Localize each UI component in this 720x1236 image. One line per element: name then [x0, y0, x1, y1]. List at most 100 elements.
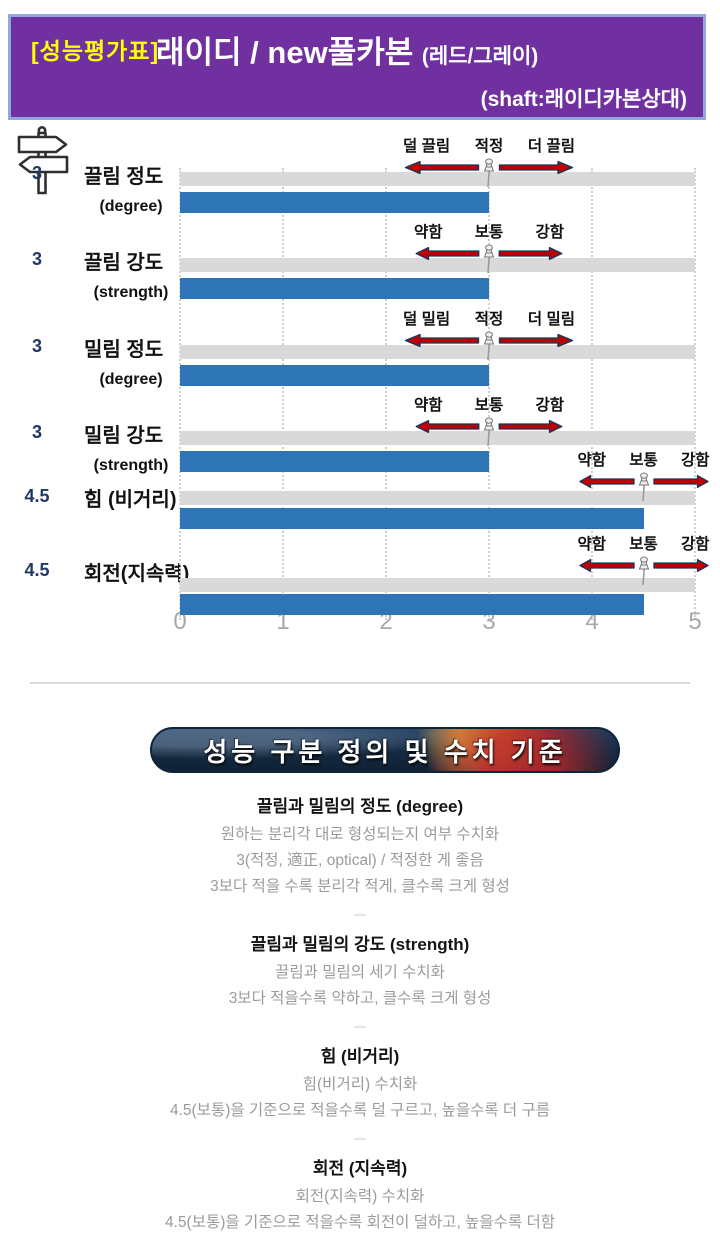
- definition-line: 힘(비거리) 수치화: [302, 1076, 418, 1093]
- annotation-center-label: 보통: [474, 397, 504, 414]
- annotation-right-label: 더 밀림: [527, 311, 575, 328]
- annotation-right-label: 강함: [680, 536, 710, 553]
- section-divider: [30, 682, 690, 684]
- row-label: 밀림 정도: [84, 339, 164, 361]
- row-value: 4.5: [24, 486, 50, 506]
- row-label: 끌림 정도: [84, 166, 164, 188]
- row-value: 3: [31, 336, 42, 356]
- gridline: [488, 168, 490, 620]
- page-title-colorway: (레드/그레이): [421, 45, 539, 68]
- annotation-right-label: 더 끌림: [527, 138, 575, 155]
- annotation-center-label: 보통: [629, 452, 658, 469]
- pushpin-icon: [481, 417, 497, 447]
- gridline: [385, 168, 387, 620]
- pushpin-icon: [636, 472, 652, 502]
- annotation-left-label: 약함: [414, 224, 443, 241]
- arrow-left-icon: [415, 419, 480, 433]
- annotation-right-label: 강함: [680, 452, 710, 469]
- scale-track: [180, 491, 695, 505]
- definition-block: 힘 (비거리) 힘(비거리) 수치화 4.5(보통)을 기준으로 적을수록 덜 …: [60, 1042, 660, 1145]
- definition-block: 회전 (지속력) 회전(지속력) 수치화 4.5(보통)을 기준으로 적을수록 …: [60, 1154, 660, 1236]
- pushpin-icon: [636, 556, 652, 586]
- scale-track: [180, 172, 695, 186]
- row-value: 3: [31, 422, 42, 442]
- annotation-left-label: 약함: [414, 397, 443, 414]
- annotation: 덜 끌림 적정 더 끌림: [403, 136, 575, 188]
- page-title: 래이디 / new풀카본 (레드/그레이): [156, 27, 538, 72]
- definition-heading: 끌림과 밀림의 정도 (degree): [256, 797, 464, 816]
- row-sublabel: (degree): [99, 371, 163, 388]
- arrow-right-icon: [498, 160, 574, 174]
- block-divider: —: [354, 1019, 366, 1033]
- definitions-banner-title: 성능 구분 정의 및 수치 기준: [203, 736, 567, 767]
- arrow-right-icon: [498, 246, 563, 260]
- arrow-left-icon: [415, 246, 480, 260]
- pushpin-icon: [481, 244, 497, 274]
- definition-heading: 힘 (비거리): [320, 1047, 400, 1066]
- annotation-left-label: 덜 끌림: [403, 138, 451, 155]
- annotation-left-label: 덜 밀림: [403, 311, 451, 328]
- arrow-left-icon: [404, 160, 480, 174]
- value-bar: [180, 365, 489, 386]
- value-bar: [180, 451, 489, 472]
- block-divider: —: [354, 1131, 366, 1145]
- definition-line: 원하는 분리각 대로 형성되는지 여부 수치화: [220, 826, 500, 843]
- annotation-left-label: 약함: [577, 452, 607, 469]
- definition-line: 4.5(보통)을 기준으로 적을수록 회전이 덜하고, 높을수록 더함: [165, 1214, 555, 1231]
- definition-line: 끌림과 밀림의 세기 수치화: [275, 964, 445, 981]
- gridline: [694, 168, 696, 620]
- arrow-right-icon: [498, 333, 574, 347]
- definition-line: 4.5(보통)을 기준으로 적을수록 덜 구르고, 높을수록 더 구름: [169, 1102, 551, 1119]
- annotation-center-label: 보통: [629, 536, 658, 553]
- arrow-left-icon: [578, 474, 635, 488]
- definition-block: 끌림과 밀림의 강도 (strength) 끌림과 밀림의 세기 수치화 3보다…: [60, 930, 660, 1033]
- gridline: [282, 168, 284, 620]
- definition-heading: 끌림과 밀림의 강도 (strength): [250, 935, 470, 954]
- row-label: 밀림 강도: [84, 425, 164, 447]
- scale-track: [180, 345, 695, 359]
- annotation-left-label: 약함: [577, 536, 607, 553]
- annotation-right-label: 강함: [535, 397, 564, 414]
- header-box: [성능평가표] 래이디 / new풀카본 (레드/그레이) (shaft:래이디…: [8, 14, 706, 120]
- value-bar: [180, 508, 644, 529]
- shaft-note: (shaft:래이디카본상대): [480, 88, 687, 111]
- definitions-section: 끌림과 밀림의 정도 (degree) 원하는 분리각 대로 형성되는지 여부 …: [60, 783, 660, 1236]
- scale-track: [180, 431, 695, 445]
- row-label: 회전(지속력): [84, 563, 190, 585]
- gridline: [179, 168, 181, 620]
- annotation: 약함 보통 강함: [414, 222, 564, 274]
- x-axis-tick: 5: [688, 608, 702, 635]
- row-value: 3: [31, 163, 42, 183]
- annotation: 약함 보통 강함: [577, 534, 710, 586]
- definition-line: 3보다 적을수록 약하고, 클수록 크게 형성: [228, 990, 492, 1007]
- definition-block: 끌림과 밀림의 정도 (degree) 원하는 분리각 대로 형성되는지 여부 …: [60, 792, 660, 921]
- annotation-center-label: 보통: [474, 224, 504, 241]
- scale-track: [180, 578, 695, 592]
- value-bar: [180, 594, 644, 615]
- arrow-right-icon: [652, 474, 709, 488]
- row-value: 3: [31, 249, 42, 269]
- annotation: 약함 보통 강함: [414, 395, 564, 447]
- value-bar: [180, 278, 489, 299]
- definitions-banner: 성능 구분 정의 및 수치 기준: [150, 727, 620, 773]
- definition-line: 회전(지속력) 수치화: [295, 1188, 425, 1205]
- annotation: 덜 밀림 적정 더 밀림: [403, 309, 575, 361]
- definition-line: 3(적정, 適正, optical) / 적정한 게 좋음: [236, 852, 484, 869]
- arrow-left-icon: [404, 333, 480, 347]
- row-label: 힘 (비거리): [84, 489, 177, 511]
- annotation-center-label: 적정: [474, 138, 504, 155]
- annotation: 약함 보통 강함: [577, 450, 710, 502]
- arrow-right-icon: [652, 558, 709, 572]
- arrow-right-icon: [498, 419, 563, 433]
- gridline: [591, 168, 593, 620]
- pushpin-icon: [481, 331, 497, 361]
- definition-line: 3보다 적을 수록 분리각 적게, 클수록 크게 형성: [210, 878, 510, 895]
- row-sublabel: (strength): [93, 284, 169, 301]
- signpost-icon: [12, 125, 74, 205]
- value-bar: [180, 192, 489, 213]
- scale-track: [180, 258, 695, 272]
- row-sublabel: (strength): [93, 457, 169, 474]
- annotation-right-label: 강함: [535, 224, 564, 241]
- block-divider: —: [354, 907, 366, 921]
- row-sublabel: (degree): [99, 198, 163, 215]
